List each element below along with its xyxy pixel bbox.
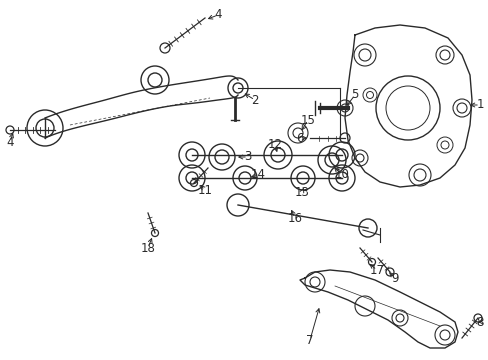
Text: 17: 17 bbox=[369, 264, 384, 276]
Text: 8: 8 bbox=[475, 315, 483, 328]
Text: 3: 3 bbox=[244, 150, 251, 163]
Text: 12: 12 bbox=[267, 139, 282, 152]
Text: 11: 11 bbox=[197, 184, 212, 197]
Text: 4: 4 bbox=[214, 9, 221, 22]
Text: 6: 6 bbox=[296, 131, 303, 144]
Text: 1: 1 bbox=[475, 99, 483, 112]
Text: 13: 13 bbox=[294, 185, 309, 198]
Text: 16: 16 bbox=[287, 211, 302, 225]
Text: 15: 15 bbox=[300, 113, 315, 126]
Text: 2: 2 bbox=[251, 94, 258, 107]
Text: 9: 9 bbox=[390, 271, 398, 284]
Text: 14: 14 bbox=[250, 168, 265, 181]
Text: 7: 7 bbox=[305, 333, 313, 346]
Text: 4: 4 bbox=[6, 135, 14, 148]
Text: 10: 10 bbox=[334, 168, 349, 181]
Text: 5: 5 bbox=[350, 89, 358, 102]
Text: 18: 18 bbox=[140, 242, 155, 255]
